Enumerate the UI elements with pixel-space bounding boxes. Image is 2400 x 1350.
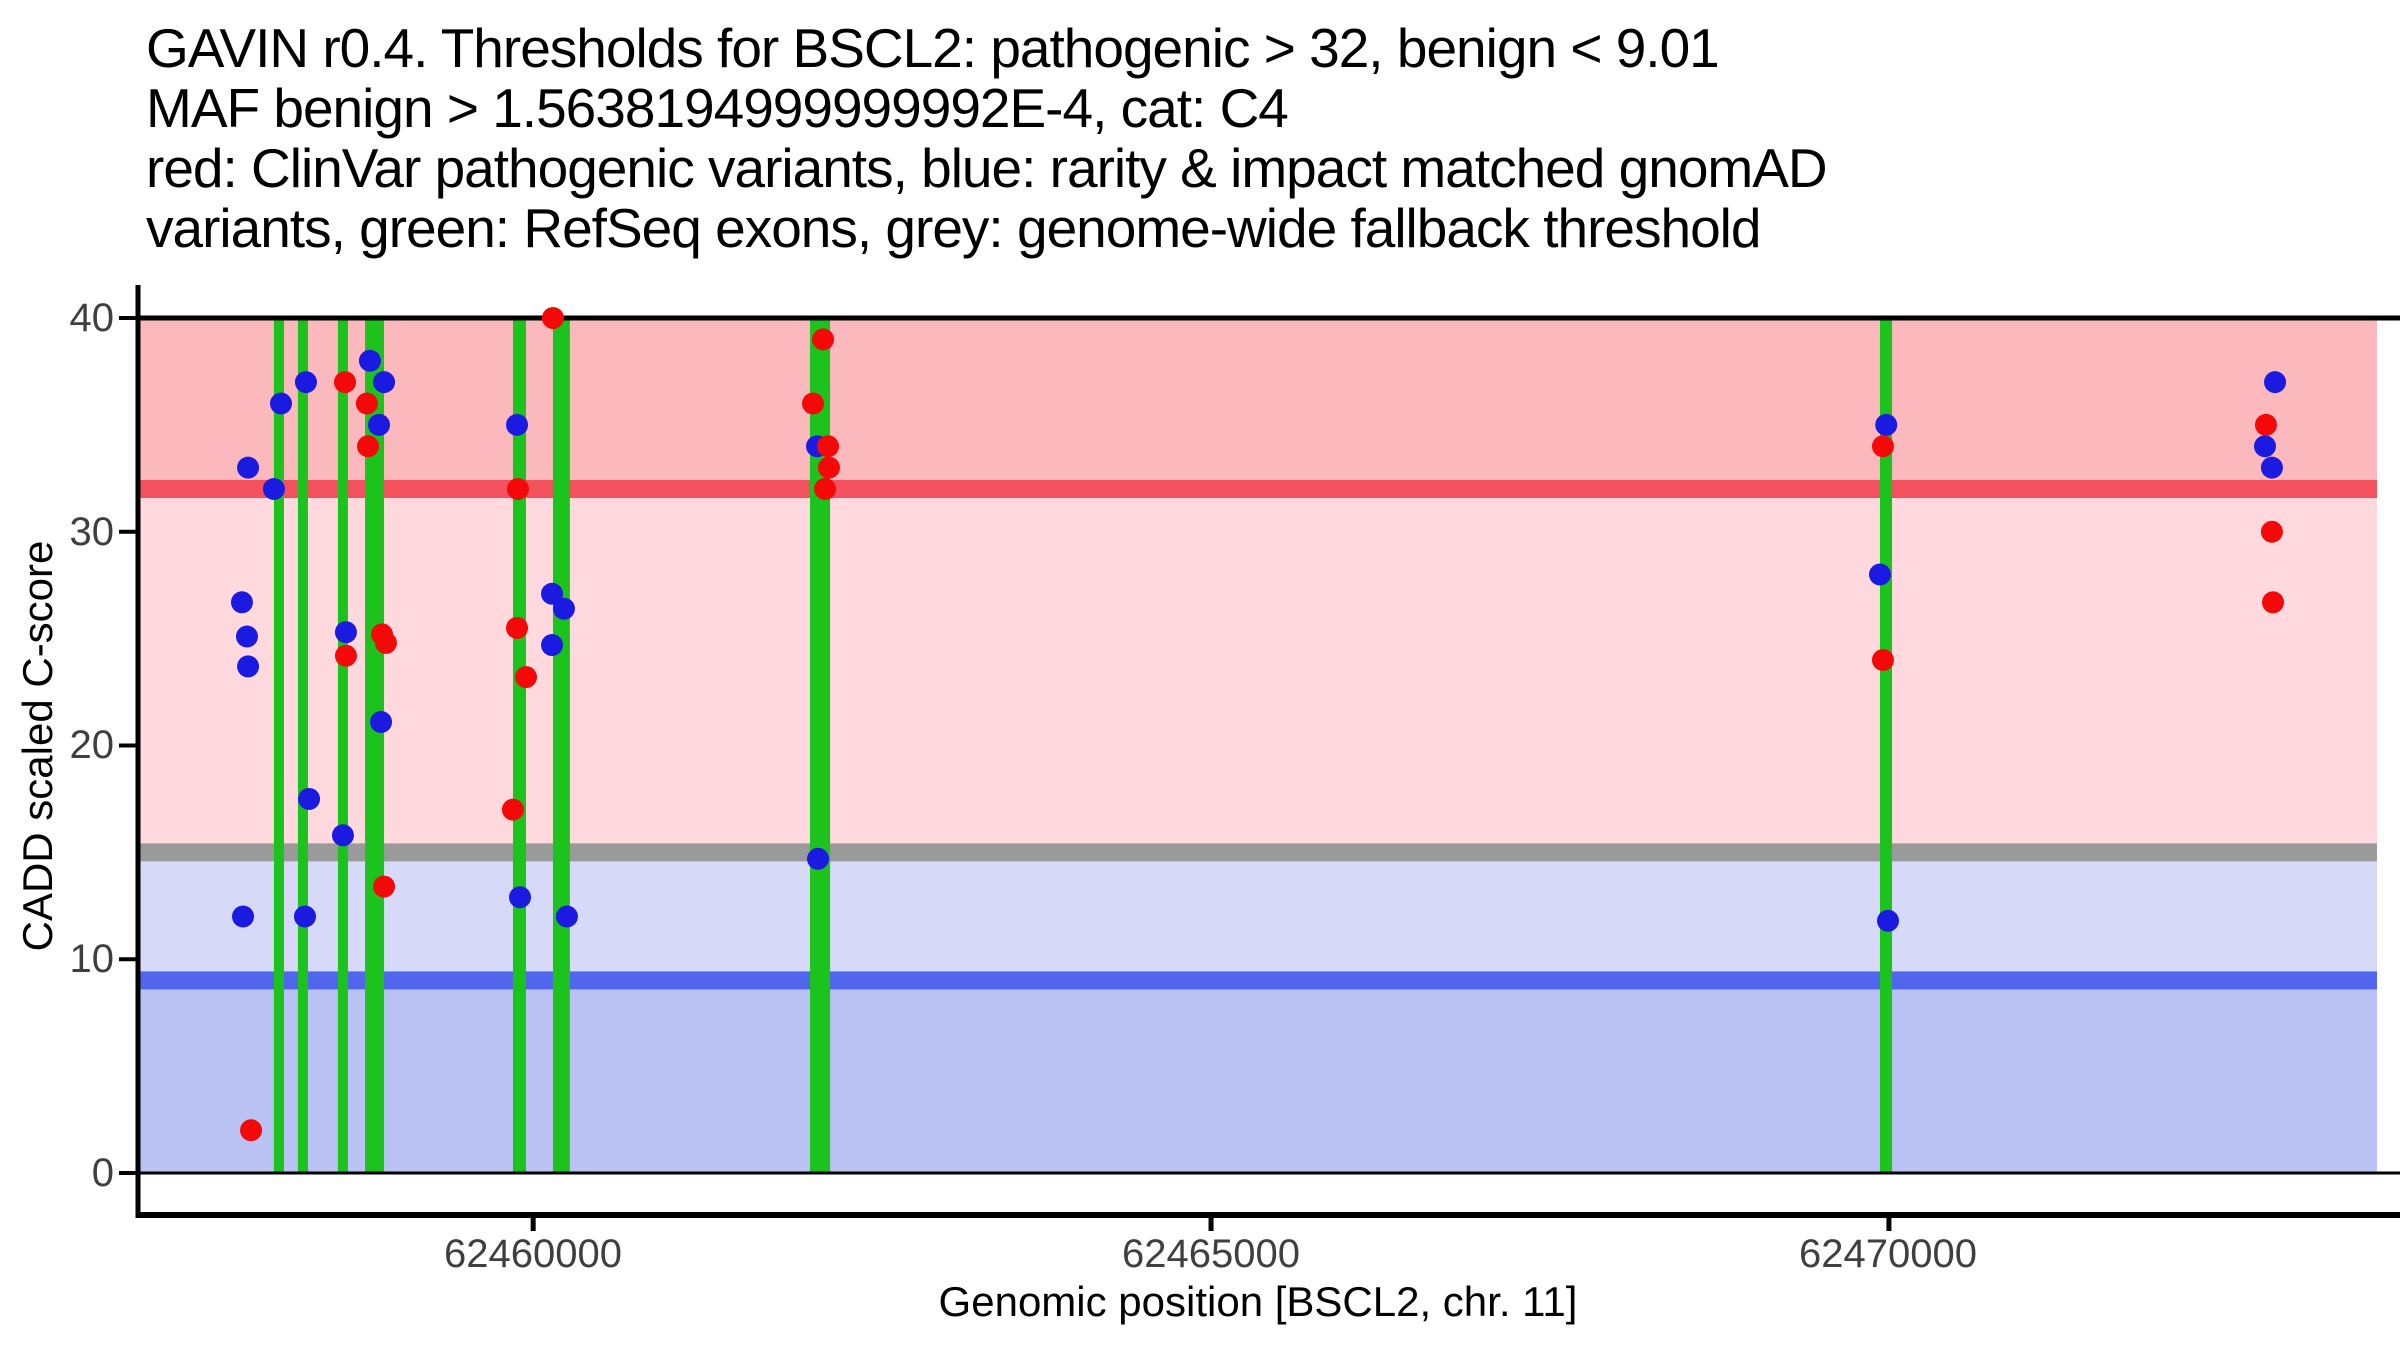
x-tick-label-62470000: 62470000 (1799, 1232, 1977, 1276)
refseq-exon-bar (552, 318, 570, 1173)
gnomad-point (506, 413, 529, 436)
band-intermediate-lower-zone (140, 852, 2377, 981)
y-tick-label-0: 0 (91, 1151, 114, 1195)
pathogenic-threshold-line (140, 480, 2377, 498)
clinvar-point (373, 875, 396, 898)
clinvar-point (812, 328, 835, 351)
clinvar-point (334, 644, 357, 667)
fallback-threshold-line (140, 843, 2377, 862)
chart-title-line-1: GAVIN r0.4. Thresholds for BSCL2: pathog… (146, 17, 1720, 79)
chart-title: GAVIN r0.4. Thresholds for BSCL2: pathog… (146, 17, 1828, 259)
clinvar-point (1871, 649, 1894, 671)
refseq-exon-bar (297, 318, 308, 1173)
gnomad-point (555, 905, 578, 928)
gnomad-point (2254, 435, 2277, 458)
clinvar-point (355, 392, 378, 415)
refseq-exon-bar (365, 318, 385, 1173)
gnomad-point (235, 625, 258, 648)
x-axis-label: Genomic position [BSCL2, chr. 11] (938, 1278, 1578, 1325)
benign-threshold-line (140, 971, 2377, 990)
clinvar-point (240, 1119, 263, 1142)
clinvar-point (506, 478, 529, 500)
refseq-exon-bar (810, 318, 831, 1173)
gnomad-point (294, 371, 317, 394)
clinvar-point (2262, 591, 2285, 614)
clinvar-point (514, 666, 537, 689)
clinvar-point (1871, 435, 1894, 458)
band-intermediate-upper-zone (140, 489, 2377, 853)
gnomad-point (1875, 413, 1898, 436)
gnomad-point (807, 847, 830, 870)
clinvar-point (814, 478, 837, 500)
refseq-exon-bar (337, 318, 348, 1173)
clinvar-point (506, 616, 529, 639)
gnomad-point (232, 905, 255, 928)
gnomad-point (509, 886, 532, 909)
clinvar-point (801, 392, 824, 415)
band-pathogenic-zone (140, 318, 2377, 489)
gnomad-point (1876, 909, 1899, 932)
gnomad-point (368, 413, 391, 436)
chart-title-line-4: variants, green: RefSeq exons, grey: gen… (146, 197, 1761, 259)
gnomad-point (334, 621, 357, 644)
refseq-exon-bar (1879, 318, 1893, 1173)
gnomad-point (331, 824, 354, 847)
y-tick-label-40: 40 (69, 296, 115, 340)
x-tick-label-62460000: 62460000 (444, 1232, 622, 1276)
clinvar-point (333, 371, 356, 394)
y-tick-label-10: 10 (69, 937, 115, 981)
clinvar-point (357, 435, 380, 458)
gnomad-point (358, 349, 381, 372)
clinvar-point (374, 631, 397, 654)
clinvar-point (817, 456, 840, 479)
gnomad-point (293, 905, 316, 928)
refseq-exon-bar (273, 318, 284, 1173)
gnomad-point (1868, 563, 1891, 586)
gnomad-point (230, 591, 253, 614)
clinvar-point (817, 435, 840, 458)
gnomad-point (541, 634, 564, 657)
gnomad-point (262, 478, 285, 500)
band-benign-zone (140, 980, 2377, 1173)
chart-title-line-3: red: ClinVar pathogenic variants, blue: … (146, 137, 1828, 199)
chart-title-line-2: MAF benign > 1.5638194999999992E-4, cat:… (146, 77, 1289, 139)
y-tick-label-30: 30 (69, 510, 115, 554)
gnomad-point (237, 655, 260, 678)
gnomad-point (370, 710, 393, 733)
refseq-exon-bar (512, 318, 526, 1173)
gnomad-point (269, 392, 292, 415)
y-tick-label-20: 20 (69, 723, 115, 767)
clinvar-point (2260, 520, 2283, 543)
x-tick-label-62465000: 62465000 (1122, 1232, 1300, 1276)
gnomad-point (541, 582, 564, 605)
clinvar-point (501, 798, 524, 821)
clinvar-point (2254, 413, 2277, 436)
gnomad-point (2264, 371, 2287, 394)
clinvar-point (541, 307, 564, 329)
gnomad-point (237, 456, 260, 479)
gnomad-point (298, 787, 321, 810)
gnomad-point (373, 371, 396, 394)
gnomad-point (552, 597, 575, 620)
gnomad-point (2260, 456, 2283, 479)
